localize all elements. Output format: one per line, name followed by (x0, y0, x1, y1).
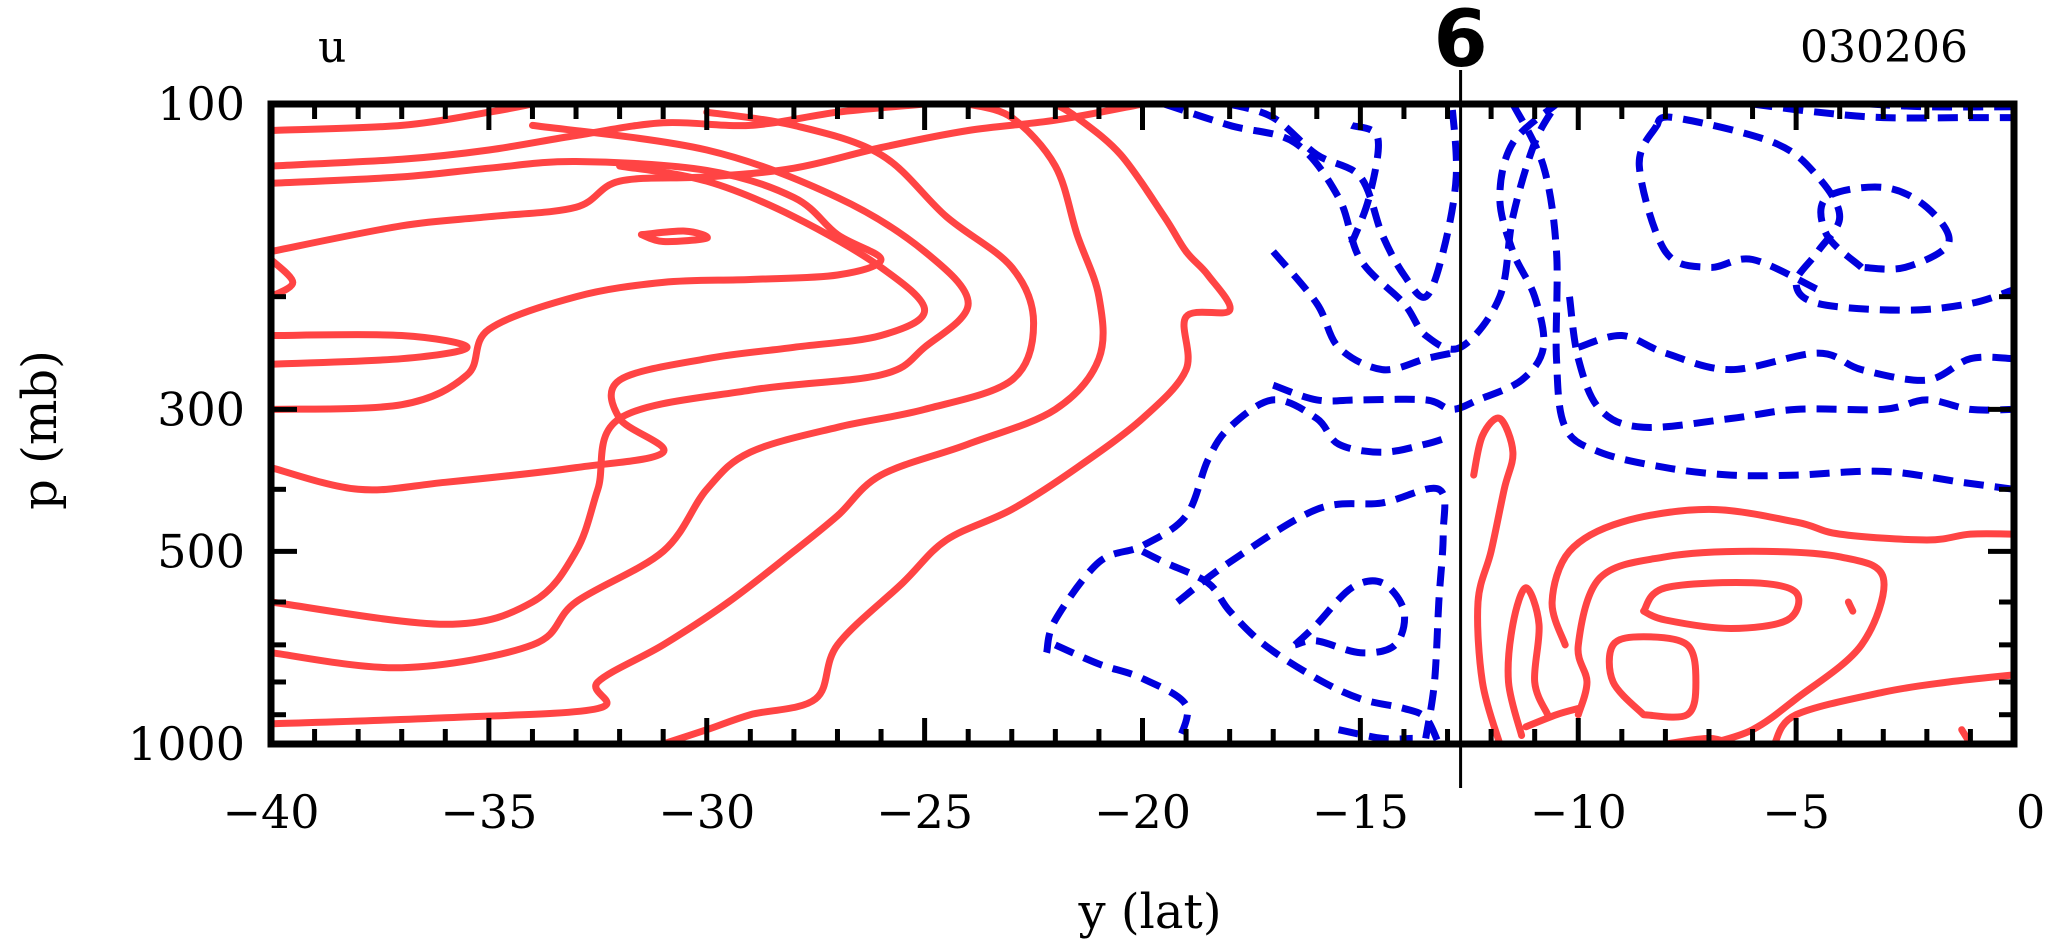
contour-negative-29 (1043, 396, 1454, 654)
x-tick-label: −5 (1762, 785, 1830, 839)
x-tick-label: −35 (440, 785, 537, 839)
marker-label: 6 (1433, 0, 1487, 85)
y-tick-label: 1000 (128, 717, 245, 771)
contour-negative-39 (1817, 183, 1953, 273)
contour-negative-32 (1292, 577, 1409, 657)
contour-negative-34 (1509, 102, 2015, 493)
y-tick-label: 300 (157, 382, 245, 436)
contour-negative-31 (1175, 484, 1449, 739)
contour-positive-7 (267, 121, 972, 628)
contour-negative-38 (1635, 123, 1820, 293)
contour-positive-9 (267, 100, 1107, 728)
contour-negative-27 (1270, 249, 1453, 374)
contour-positive-19 (1770, 671, 2018, 748)
x-tick-labels: −40 −35 −30 −25 −20 −15 −10 −5 0 (222, 785, 2045, 839)
contour-positive-13 (1504, 584, 1552, 739)
contour-positive-14 (1522, 705, 1582, 731)
x-axis-title: y (lat) (1077, 884, 1221, 940)
contour-negative-26 (1272, 101, 1559, 413)
y-tick-label: 500 (157, 524, 245, 578)
contour-negative-35 (1566, 296, 2015, 431)
y-tick-label: 100 (157, 77, 245, 131)
date-label: 030206 (1800, 22, 1968, 73)
contour-positive-10 (659, 100, 1234, 748)
contour-negative-25 (1348, 122, 1382, 245)
x-tick-label: −25 (876, 785, 973, 839)
contour-lines (267, 100, 2018, 748)
y-tick-labels: 100 300 500 1000 (128, 77, 245, 771)
contour-positive-3 (267, 256, 297, 301)
contour-negative-30 (1140, 548, 1442, 746)
x-tick-label: 0 (2016, 785, 2045, 839)
contour-negative-36 (1577, 331, 2015, 384)
contour-positive-0 (267, 100, 536, 134)
contour-negative-37 (1654, 113, 2016, 314)
contour-positive-15 (1548, 505, 2018, 649)
x-tick-label: −20 (1094, 785, 1191, 839)
plot-frame (267, 100, 2018, 748)
contour-positive-8 (267, 108, 1038, 672)
contour-negative-23 (1163, 100, 1560, 353)
contour-positive-16 (1574, 547, 1888, 748)
contour-positive-18 (1640, 579, 1803, 632)
contour-positive-12 (1470, 414, 1517, 748)
contour-negative-24 (1228, 100, 1460, 301)
contour-positive-1 (267, 100, 929, 170)
contour-positive-17 (1605, 633, 1700, 721)
contour-positive-11 (637, 227, 711, 246)
contour-positive-6 (267, 162, 929, 494)
contour-positive-20 (1844, 598, 1857, 615)
x-tick-label: −10 (1530, 785, 1627, 839)
x-tick-label: −40 (222, 785, 319, 839)
contour-positive-2 (267, 100, 1146, 255)
x-tick-label: −15 (1312, 785, 1409, 839)
y-axis-title: p (mb) (12, 350, 68, 510)
variable-label: u (318, 22, 346, 73)
x-tick-label: −30 (658, 785, 755, 839)
contour-negative-28 (1053, 641, 1191, 746)
contour-positive-4 (267, 331, 471, 368)
contour-positive-5 (267, 157, 885, 413)
